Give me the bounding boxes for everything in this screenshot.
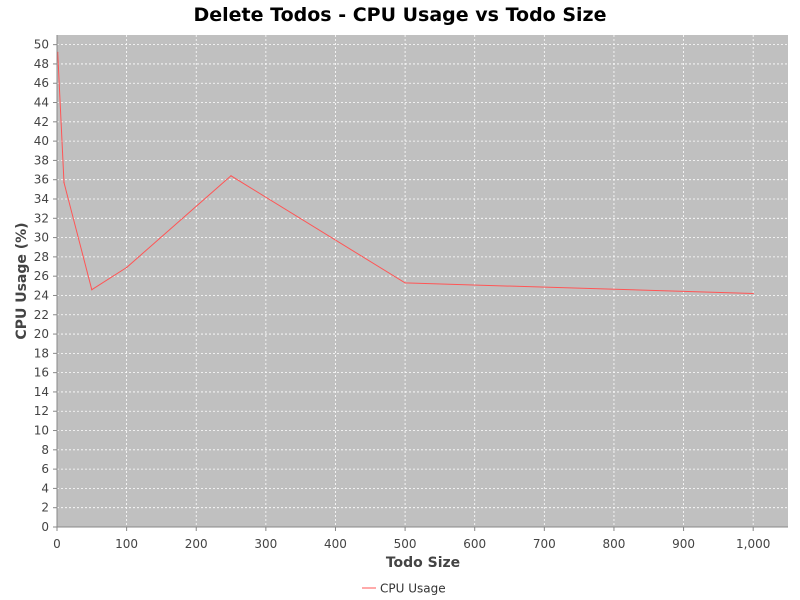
y-tick-label: 10 <box>34 424 49 438</box>
y-tick-label: 42 <box>34 115 49 129</box>
y-tick-label: 40 <box>34 134 49 148</box>
y-tick-label: 4 <box>41 481 49 495</box>
series-layer <box>57 51 754 295</box>
data-point <box>63 182 65 184</box>
data-point <box>752 292 754 295</box>
y-tick-label: 6 <box>41 462 49 476</box>
data-point <box>126 266 128 269</box>
y-tick-label: 50 <box>34 38 49 52</box>
legend: CPU Usage <box>362 582 446 596</box>
data-point <box>91 289 93 291</box>
y-tick-label: 36 <box>34 173 49 187</box>
x-axis-label: Todo Size <box>386 555 460 571</box>
x-tick-label: 900 <box>672 537 695 551</box>
x-tick-label: 600 <box>463 537 486 551</box>
y-tick-label: 0 <box>41 520 49 534</box>
y-tick-label: 2 <box>41 501 49 515</box>
y-tick-label: 30 <box>34 231 49 245</box>
y-tick-label: 34 <box>34 192 49 206</box>
grid-lines <box>56 35 788 528</box>
y-tick-label: 20 <box>34 327 49 341</box>
x-tick-label: 200 <box>185 537 208 551</box>
x-tick-label: 1,000 <box>736 537 770 551</box>
y-tick-label: 8 <box>41 443 49 457</box>
y-tick-label: 18 <box>34 346 49 360</box>
data-point <box>404 282 406 284</box>
y-tick-label: 48 <box>34 57 49 71</box>
x-tick-label: 300 <box>254 537 277 551</box>
x-tick-label: 100 <box>115 537 138 551</box>
x-tick-label: 700 <box>533 537 556 551</box>
y-tick-label: 24 <box>34 288 49 302</box>
chart-title: Delete Todos - CPU Usage vs Todo Size <box>194 4 607 26</box>
plot-area <box>57 35 788 527</box>
y-tick-label: 44 <box>34 96 49 110</box>
y-axis-ticks: 0246810121416182022242628303234363840424… <box>34 38 57 534</box>
x-axis-ticks: 0 100 200 300 400 500 600 700 800 900 1,000 <box>53 527 770 551</box>
y-tick-label: 32 <box>34 211 49 225</box>
x-tick-label: 500 <box>394 537 417 551</box>
y-tick-label: 16 <box>34 366 49 380</box>
y-tick-label: 28 <box>34 250 49 264</box>
y-tick-label: 46 <box>34 76 49 90</box>
y-tick-label: 26 <box>34 269 49 283</box>
y-tick-label: 14 <box>34 385 49 399</box>
x-tick-label: 400 <box>324 537 347 551</box>
y-tick-label: 12 <box>34 404 49 418</box>
y-axis-label: CPU Usage (%) <box>14 222 30 339</box>
legend-label-cpu-usage: CPU Usage <box>380 582 446 596</box>
x-tick-label: 800 <box>602 537 625 551</box>
y-tick-label: 38 <box>34 153 49 167</box>
y-tick-label: 22 <box>34 308 49 322</box>
x-tick-label: 0 <box>53 537 61 551</box>
data-point <box>230 175 232 177</box>
